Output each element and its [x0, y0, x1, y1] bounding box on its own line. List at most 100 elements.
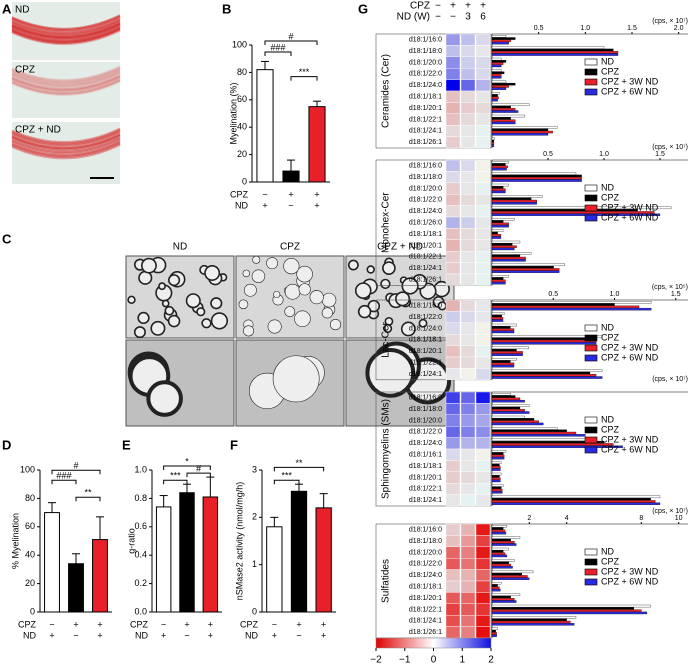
condition-name: ND: [135, 630, 148, 640]
legend-label: ND: [601, 322, 614, 332]
myelin-band: [11, 22, 121, 39]
axis-unit: (cps, × 10⁵): [652, 284, 688, 291]
heat-cell: [445, 90, 461, 103]
heat-cell: [445, 460, 461, 472]
axon: [164, 305, 175, 316]
row-label: d18:1/18:0: [409, 174, 442, 181]
heat-cell: [445, 79, 461, 92]
heat-cell: [475, 368, 491, 380]
significance-label: **: [84, 488, 92, 498]
myelin-band: [11, 132, 121, 149]
bar: [491, 362, 515, 366]
condition-sign: +: [321, 619, 326, 629]
row-label: d18:1/18:0: [409, 48, 442, 55]
bar: [491, 270, 560, 273]
heat-cell: [475, 626, 491, 639]
header-sign: 3: [465, 12, 471, 23]
bar: [491, 98, 498, 102]
myelin-band: [11, 73, 121, 90]
row-label: d18:1/22:0: [409, 197, 442, 204]
bar: [491, 500, 656, 503]
bar: [491, 627, 498, 631]
axon: [347, 259, 359, 271]
axon: [161, 299, 170, 308]
bar: [491, 105, 511, 109]
row-label: d18:1/20:0: [409, 549, 442, 556]
bar: [491, 351, 523, 354]
heat-cell: [445, 56, 461, 69]
bar: [491, 220, 504, 223]
bar: [491, 279, 506, 283]
bar: [315, 507, 332, 613]
bar: [491, 598, 515, 601]
heat-cell: [460, 603, 476, 616]
row-label: d18:1/22:1: [409, 360, 442, 367]
axon: [127, 295, 136, 304]
bar: [491, 634, 497, 637]
legend-swatch: [584, 78, 598, 86]
heat-cell: [460, 79, 476, 92]
bar: [491, 339, 597, 343]
axis-unit: (cps, × 10⁷): [652, 144, 688, 151]
image-label: CPZ + ND: [377, 242, 423, 253]
row-label: d18:1/18:1: [409, 337, 442, 344]
condition-sign: −: [262, 189, 267, 199]
axon: [243, 325, 255, 337]
bar: [202, 496, 219, 613]
row-label: d18:1/22:0: [409, 561, 442, 568]
y-tick-label: 40: [25, 550, 35, 560]
axon: [243, 283, 257, 297]
heat-cell: [460, 67, 476, 80]
bar: [491, 611, 648, 615]
bar: [491, 472, 502, 476]
bar: [491, 609, 642, 612]
bar: [491, 234, 502, 237]
panel-letter: E: [122, 437, 131, 452]
myelin-band: [11, 20, 121, 36]
legend-label: CPZ: [601, 66, 620, 76]
significance-label: *: [185, 456, 189, 466]
header-sign: +: [480, 1, 486, 12]
condition-sign: +: [97, 619, 102, 629]
bar: [491, 195, 543, 198]
panel-letter: F: [230, 437, 238, 452]
axon: [294, 310, 311, 328]
axon: [366, 265, 375, 274]
row-label: d18:1/26:1: [409, 277, 442, 284]
significance-label: #: [73, 461, 78, 471]
bar: [491, 566, 513, 569]
heat-cell: [460, 558, 476, 570]
panel-letter: C: [2, 231, 12, 246]
row-label: d18:1/16:0: [409, 395, 442, 402]
axon: [380, 278, 391, 290]
significance-bracket: [273, 466, 325, 472]
bar: [491, 461, 502, 464]
bar: [491, 420, 539, 423]
bar: [491, 466, 501, 469]
bar: [491, 39, 511, 43]
row-label: d18:1/20:1: [409, 242, 442, 249]
group-name: Sulfatides: [381, 559, 392, 603]
bar: [491, 440, 605, 444]
panel-letter: G: [358, 1, 368, 16]
bar: [491, 303, 615, 306]
myelin-band: [11, 75, 121, 92]
bar: [491, 263, 565, 267]
heat-cell: [445, 159, 461, 172]
axon: [267, 319, 282, 334]
condition-sign: −: [272, 619, 277, 629]
axon: [382, 261, 396, 275]
bar: [491, 374, 597, 377]
heat-cell: [460, 124, 476, 137]
bar: [491, 144, 495, 147]
y-tick-label: 0: [242, 176, 247, 186]
axon: [365, 347, 416, 398]
myelin-band: [11, 142, 121, 159]
myelin-band: [11, 71, 121, 87]
row-label: d18:1/26:0: [409, 220, 442, 227]
heat-cell: [460, 391, 476, 404]
heat-cell: [475, 299, 491, 312]
legend-label: CPZ + 3W ND: [601, 202, 659, 212]
axon: [401, 277, 419, 295]
bar: [491, 317, 504, 320]
